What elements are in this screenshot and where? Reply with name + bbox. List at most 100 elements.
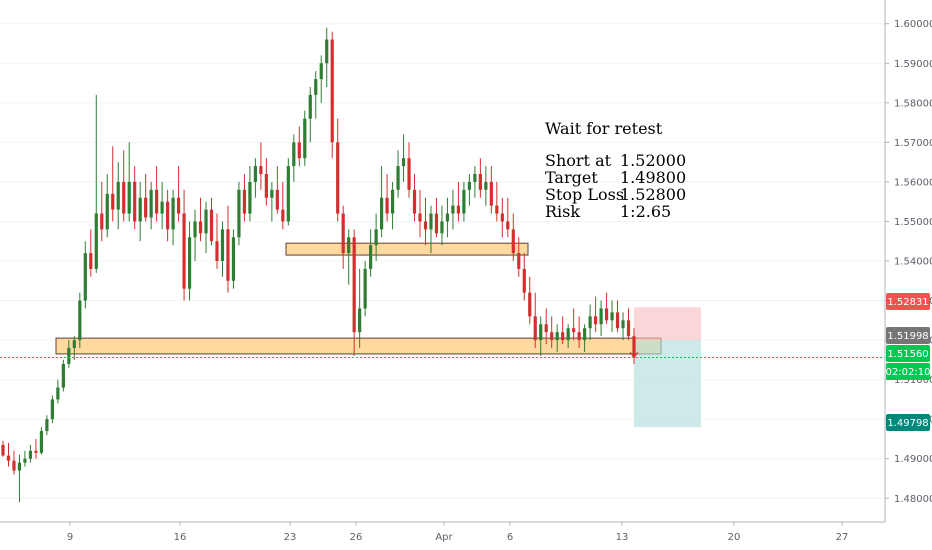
candle [418,189,422,238]
candle [248,166,252,222]
candle-body [61,363,65,388]
candle [429,205,433,254]
candle-body [539,324,543,341]
candle-body [264,174,268,198]
price-tick-label: 1.56000 [894,177,932,188]
candle [116,162,120,230]
candle-body [198,221,203,234]
candle-body [12,460,16,471]
time-axis-labels: 9 16 23 26 Apr 6 13 20 27 [67,522,848,543]
candle [171,189,175,246]
candle-body [566,328,570,341]
candle [522,253,526,301]
bar-countdown-label: 02:02:10 [886,367,931,378]
candle [28,444,33,463]
candle-body [495,205,499,214]
down-arrow-icon [629,345,639,358]
price-axis[interactable] [886,0,932,522]
candle [374,213,378,261]
candle [39,427,44,455]
candle-body [176,197,181,214]
candle [61,359,65,392]
candle [484,166,488,206]
candle [264,158,268,206]
candle-body [380,197,384,230]
candle-body [50,399,54,420]
candle [423,197,428,246]
candle-body [621,320,625,329]
resistance-zone-upper[interactable] [285,242,529,256]
candle-body [270,189,274,198]
candle [621,312,625,341]
candle-body [149,189,153,218]
candle [451,189,455,230]
candle-body [615,312,620,329]
resistance-zone-lower[interactable] [55,337,662,355]
candle [209,197,214,246]
candle-body [511,229,515,254]
candle-body [374,229,378,246]
candle [111,146,115,222]
last-price-label: 1.51560 [887,349,928,360]
candle-body [610,312,614,321]
candle-body [182,213,186,289]
candle-body [23,458,27,463]
candle [352,229,356,356]
note-value-short: 1.52000 [620,151,686,170]
candle-body [385,197,389,214]
candle [72,336,76,360]
price-tick-label: 1.55000 [894,217,932,228]
candle [127,142,131,222]
candle [593,296,598,333]
candle-body [478,174,482,190]
note-value-target: 1.49800 [620,168,686,187]
candle-body [401,158,406,167]
candle [434,197,439,238]
candle-body [297,142,301,159]
time-tick-label: 16 [174,532,187,543]
candle [539,316,543,356]
candle [412,174,417,222]
candle-body [220,229,225,261]
candle-body [67,348,71,364]
candle-body [226,229,230,281]
candle-body [550,332,554,341]
candle [144,174,148,222]
candle-body [500,213,504,222]
time-tick-label: 9 [67,532,73,543]
price-tick-label: 1.54000 [894,257,932,268]
take-profit-zone[interactable] [634,340,701,428]
candle [336,118,340,222]
candle [533,292,537,348]
candle-body [209,209,214,242]
candle [89,229,93,277]
candles [1,27,636,503]
candle [347,229,351,285]
candle-body [100,213,104,230]
candle-body [314,79,318,95]
target-price-badge: 1.49798 [886,414,930,431]
note-label-stop: Stop Loss [545,185,624,204]
price-tick-label: 1.57000 [894,138,932,149]
candle-body [489,181,493,206]
candle [577,316,581,348]
candle-body [138,197,142,222]
candle-body [604,308,609,321]
candle-body [193,221,197,238]
candle-body [429,213,433,230]
candle [341,205,345,269]
candle-body [555,332,559,341]
candle-body [434,213,439,234]
candle [1,440,5,457]
candle-body [396,166,400,190]
candle-body [187,237,192,289]
note-title: Wait for retest [545,119,663,138]
candle-body [517,253,521,269]
candle-body [522,268,526,293]
candle [83,241,87,309]
trade-note[interactable]: Wait for retest Short at 1.52000 Target … [545,119,686,221]
stop-loss-zone[interactable] [634,307,701,341]
candle [138,181,142,242]
candle-body [467,181,471,190]
